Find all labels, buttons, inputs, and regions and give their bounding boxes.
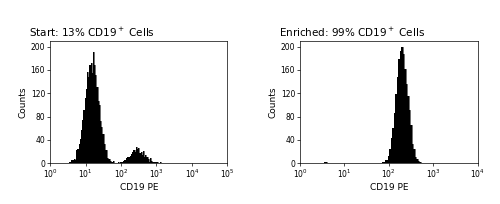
Y-axis label: Counts: Counts — [269, 86, 278, 118]
X-axis label: CD19 PE: CD19 PE — [370, 183, 408, 192]
X-axis label: CD19 PE: CD19 PE — [120, 183, 158, 192]
Y-axis label: Counts: Counts — [19, 86, 28, 118]
Text: Enriched: 99% CD19$^+$ Cells: Enriched: 99% CD19$^+$ Cells — [278, 26, 425, 39]
Text: Start: 13% CD19$^+$ Cells: Start: 13% CD19$^+$ Cells — [28, 26, 154, 39]
